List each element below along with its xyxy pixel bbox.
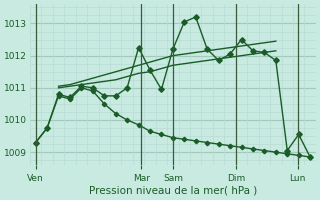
X-axis label: Pression niveau de la mer( hPa ): Pression niveau de la mer( hPa ): [89, 186, 257, 196]
